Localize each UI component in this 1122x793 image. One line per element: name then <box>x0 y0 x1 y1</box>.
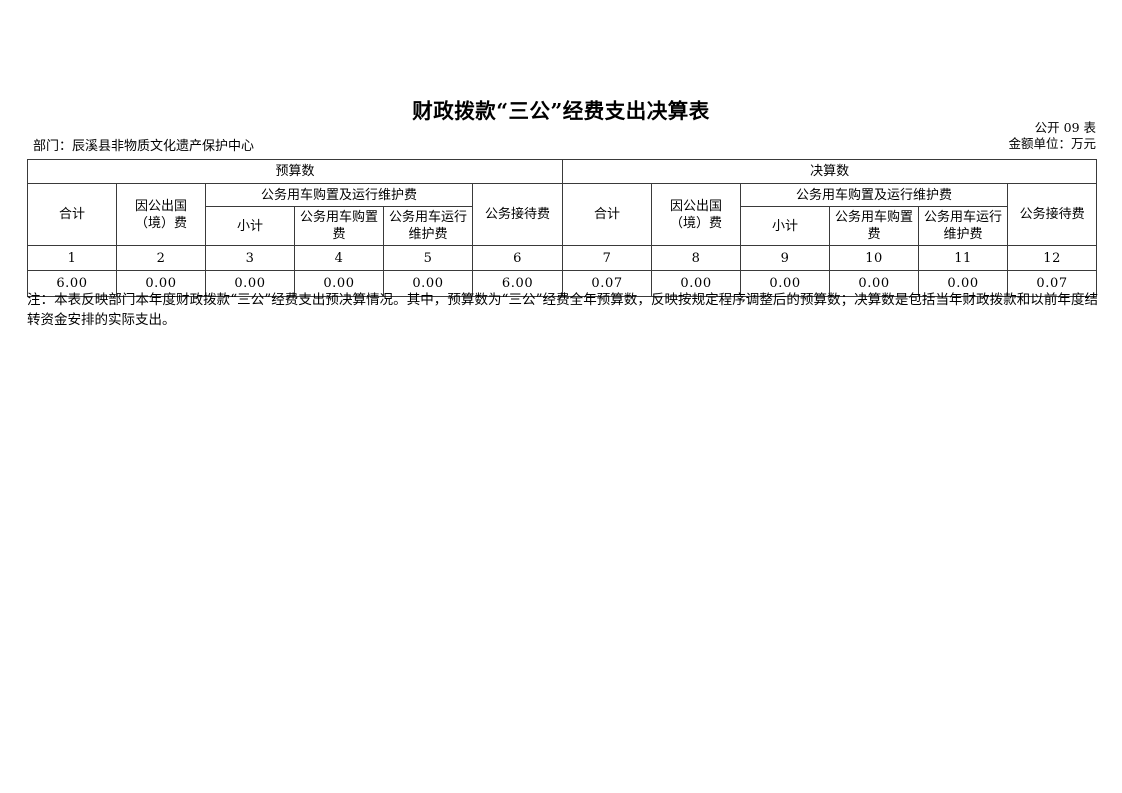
value-cell: 0.07 <box>1007 270 1098 297</box>
col-header-final-vehicle-group: 公务用车购置及运行维护费 <box>740 183 1009 207</box>
value-cell: 6.00 <box>471 270 564 297</box>
amount-unit-label: 金额单位：万元 <box>1008 136 1096 151</box>
department-label: 部门：辰溪县非物质文化遗产保护中心 <box>33 139 255 154</box>
column-number-cell: 4 <box>294 245 384 271</box>
col-header-budget-vehicle-operation: 公务用车运行维护费 <box>383 206 473 246</box>
column-number-cell: 12 <box>1007 245 1098 271</box>
table-footnote: 注：本表反映部门本年度财政拨款“三公”经费支出预决算情况。其中，预算数为“三公”… <box>27 292 1098 328</box>
column-number-cell: 7 <box>562 245 653 271</box>
value-cell: 6.00 <box>27 270 117 297</box>
col-header-final-vehicle-subtotal: 小计 <box>740 206 831 246</box>
column-number-cell: 6 <box>471 245 564 271</box>
value-cell: 0.00 <box>116 270 206 297</box>
group-header-budget: 预算数 <box>26 159 564 184</box>
column-number-cell: 10 <box>829 245 920 271</box>
three-public-expenses-table: 预算数 决算数 合计 因公出国（境）费 公务用车购置及运行维护费 公务接待费 合… <box>26 159 1098 297</box>
column-number-cell: 5 <box>383 245 473 271</box>
col-header-final-hospitality: 公务接待费 <box>1007 183 1098 246</box>
value-cell: 0.00 <box>383 270 473 297</box>
col-header-final-vehicle-purchase: 公务用车购置费 <box>829 206 920 246</box>
table-row-column-numbers: 1 2 3 4 5 6 7 8 9 10 11 12 <box>27 245 1098 271</box>
col-header-final-abroad: 因公出国（境）费 <box>651 183 742 246</box>
col-header-final-total: 合计 <box>562 183 653 246</box>
sheet-number-label: 公开 09 表 <box>1034 120 1096 135</box>
value-cell: 0.00 <box>740 270 831 297</box>
column-number-cell: 1 <box>27 245 117 271</box>
budget-table-wrapper: 预算数 决算数 合计 因公出国（境）费 公务用车购置及运行维护费 公务接待费 合… <box>26 159 1098 297</box>
group-header-final: 决算数 <box>562 159 1098 184</box>
value-cell: 0.00 <box>205 270 295 297</box>
value-cell: 0.00 <box>294 270 384 297</box>
column-number-cell: 2 <box>116 245 206 271</box>
col-header-budget-vehicle-subtotal: 小计 <box>205 206 295 246</box>
table-row-group-header: 预算数 决算数 <box>26 159 1098 184</box>
col-header-budget-abroad: 因公出国（境）费 <box>116 183 206 246</box>
col-header-budget-total: 合计 <box>27 183 117 246</box>
col-header-final-vehicle-operation: 公务用车运行维护费 <box>918 206 1009 246</box>
table-row-vehicle-span: 合计 因公出国（境）费 公务用车购置及运行维护费 公务接待费 合计 因公出国（境… <box>27 183 1098 246</box>
value-cell: 0.00 <box>829 270 920 297</box>
value-cell: 0.07 <box>562 270 653 297</box>
col-header-budget-vehicle-purchase: 公务用车购置费 <box>294 206 384 246</box>
column-number-cell: 8 <box>651 245 742 271</box>
column-number-cell: 11 <box>918 245 1009 271</box>
column-number-cell: 3 <box>205 245 295 271</box>
page-title: 财政拨款“三公”经费支出决算表 <box>412 99 710 123</box>
col-header-budget-vehicle-group: 公务用车购置及运行维护费 <box>205 183 473 207</box>
table-row-values: 6.00 0.00 0.00 0.00 0.00 6.00 0.07 0.00 … <box>27 270 1098 297</box>
column-number-cell: 9 <box>740 245 831 271</box>
table-row-vehicle-subheader: 小计 公务用车购置费 公务用车运行维护费 小计 公务用车购置费 公务用车运行维护… <box>28 206 1097 246</box>
col-header-budget-hospitality: 公务接待费 <box>471 183 564 246</box>
value-cell: 0.00 <box>651 270 742 297</box>
